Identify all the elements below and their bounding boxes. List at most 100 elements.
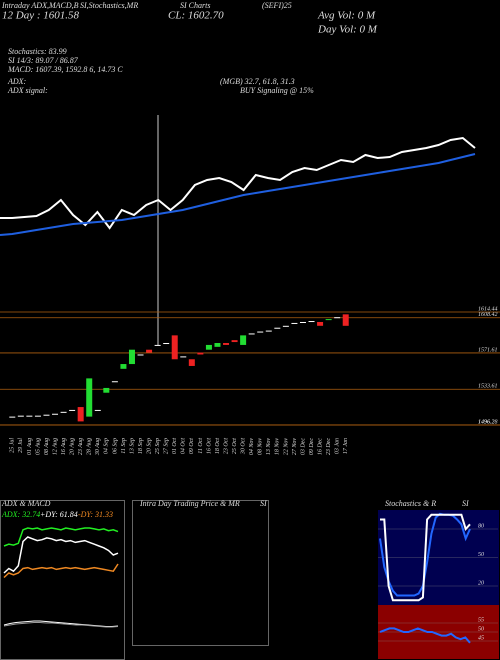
panel-title: Intra Day Trading Price & MR <box>139 499 240 508</box>
panel-title: Stochastics & R <box>385 499 436 508</box>
x-tick-label: 27 Nov <box>292 438 298 456</box>
candle <box>111 381 118 383</box>
candle <box>282 325 289 327</box>
series-line <box>3 622 119 628</box>
candle <box>205 344 212 350</box>
legend-entry: ADX: 32.74 <box>1 510 40 519</box>
info-text: ADX: <box>7 77 27 86</box>
candle <box>69 409 76 411</box>
header-text: (SEFI)25 <box>262 1 292 10</box>
series-line <box>3 563 119 579</box>
x-tick-label: 11 Sep <box>121 438 127 454</box>
candle <box>231 340 238 343</box>
y-tick-label: 50 <box>478 626 484 632</box>
candle <box>163 343 170 345</box>
x-tick-label: 23 Aug <box>78 438 84 455</box>
candle <box>146 349 153 353</box>
y-tick-label: 45 <box>478 634 484 641</box>
series-line <box>380 513 471 602</box>
info-text: BUY Signaling @ 15% <box>240 86 314 95</box>
candle <box>274 327 281 329</box>
close-text: CL: 1602.70 <box>168 10 224 22</box>
legend-entry: +DY: 61.84 <box>40 510 78 519</box>
y-tick-label: 1614.44 <box>478 305 498 312</box>
x-tick-label: 01 Aug <box>27 438 33 455</box>
x-tick-label: 12 Aug <box>52 438 58 455</box>
x-tick-label: 08 Nov <box>258 438 264 456</box>
x-tick-label: 09 Dec <box>309 438 315 455</box>
candle <box>180 356 187 358</box>
x-tick-label: 01 Oct <box>172 438 178 454</box>
candle <box>325 319 332 321</box>
x-tick-label: 25 Sep <box>155 438 161 454</box>
x-tick-label: 18 Nov <box>275 438 281 456</box>
candle <box>9 416 16 418</box>
x-tick-label: 03 Jan <box>335 438 341 454</box>
x-tick-label: 13 Sep <box>129 438 135 454</box>
x-tick-label: 25 Oct <box>232 438 238 454</box>
x-tick-label: 25 Jul <box>10 438 16 453</box>
candle <box>34 415 41 417</box>
candle <box>171 335 178 360</box>
x-tick-label: 13 Nov <box>266 438 272 456</box>
series-line <box>0 136 476 230</box>
candle <box>94 409 101 411</box>
x-tick-label: 11 Oct <box>198 438 204 454</box>
candle <box>103 387 110 393</box>
y-tick-label: 50 <box>478 552 484 558</box>
candle <box>299 321 306 323</box>
series-line <box>0 153 476 236</box>
candle <box>52 413 59 415</box>
candle <box>77 407 84 422</box>
y-tick-label: 20 <box>478 580 484 586</box>
x-tick-label: 20 Aug <box>70 438 76 455</box>
y-tick-label: 1533.61 <box>478 384 498 390</box>
x-tick-label: 22 Nov <box>283 438 289 456</box>
header-text: Avg Vol: 0 M <box>317 10 376 22</box>
x-tick-label: 23 Oct <box>223 438 229 454</box>
x-tick-label: 17 Jan <box>343 438 349 454</box>
candle <box>197 352 204 355</box>
candle <box>120 364 127 369</box>
candle <box>17 415 24 417</box>
header-text: SI Charts <box>180 1 210 10</box>
candle <box>265 330 272 332</box>
candle <box>154 344 161 346</box>
info-text: SI 14/3: 89.07 / 86.87 <box>8 56 79 65</box>
x-tick-label: 16 Dec <box>317 438 323 455</box>
candle <box>26 415 33 417</box>
header-text: Intraday ADX,MACD,B <box>1 1 79 10</box>
panel-subtitle: SI <box>462 499 469 508</box>
candle <box>188 359 195 366</box>
x-tick-label: 04 Oct <box>180 438 187 454</box>
y-tick-label: 80 <box>478 523 484 529</box>
series-line <box>379 627 471 644</box>
info-text: (MGB) 32.7, 61.8, 31.3 <box>220 77 295 86</box>
candle <box>248 333 255 335</box>
x-tick-label: 16 Aug <box>61 438 67 455</box>
x-tick-label: 05 Aug <box>35 438 41 455</box>
panel-frame <box>0 500 125 660</box>
legend-entry: -DY: 31.33 <box>78 510 113 519</box>
x-tick-label: 04 Nov <box>248 438 255 456</box>
x-tick-label: 23 Dec <box>326 438 332 455</box>
candle <box>223 343 230 345</box>
candle <box>60 411 67 413</box>
x-tick-label: 09 Oct <box>189 438 195 454</box>
header-text: SI,Stochastics,MR <box>80 1 138 10</box>
y-tick-label: 1496.2 <box>478 418 495 425</box>
panel-title: ADX & MACD <box>1 499 51 508</box>
x-tick-label: 18 Sep <box>138 438 144 454</box>
x-tick-label: 27 Sep <box>164 438 170 454</box>
x-tick-label: 03 Dec <box>300 438 306 455</box>
x-tick-label: 08 Aug <box>44 438 50 455</box>
y-tick-label: 1608.42 <box>478 311 498 318</box>
candle <box>308 321 315 323</box>
series-line <box>3 527 119 547</box>
candle <box>128 349 135 365</box>
candle <box>43 414 50 416</box>
candle <box>86 378 93 417</box>
y-tick-label: 1571.61 <box>478 347 498 353</box>
panel-frame <box>132 500 269 646</box>
